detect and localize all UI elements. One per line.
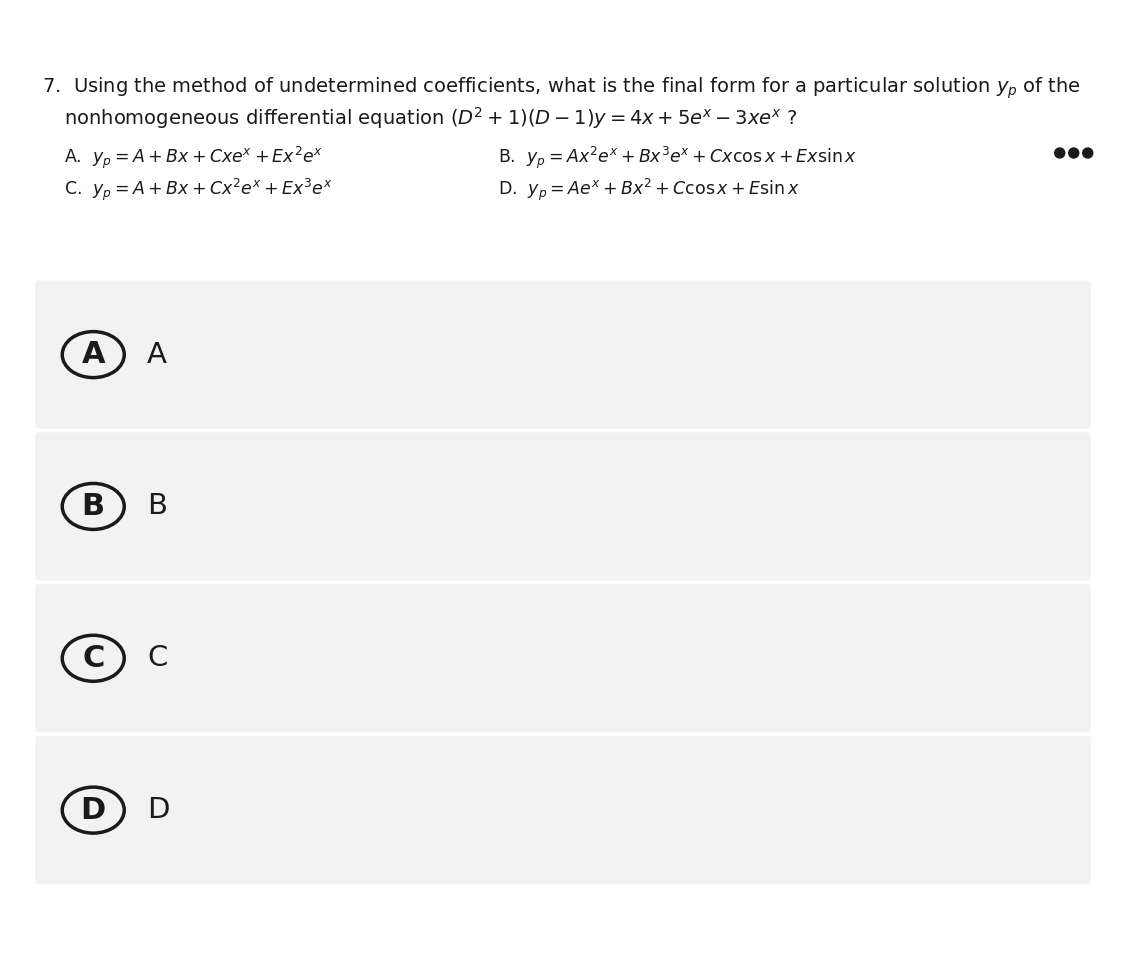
Text: D: D	[147, 796, 170, 825]
FancyBboxPatch shape	[35, 736, 1091, 884]
Circle shape	[1069, 148, 1079, 158]
Text: B: B	[82, 492, 105, 521]
FancyBboxPatch shape	[35, 281, 1091, 429]
FancyBboxPatch shape	[35, 584, 1091, 732]
FancyBboxPatch shape	[35, 432, 1091, 580]
Text: C: C	[82, 644, 105, 673]
Text: nonhomogeneous differential equation $(D^2+1)(D-1)y = 4x + 5e^x - 3xe^x$ ?: nonhomogeneous differential equation $(D…	[64, 105, 798, 131]
Text: B: B	[147, 492, 168, 521]
Text: 7.  Using the method of undetermined coefficients, what is the final form for a : 7. Using the method of undetermined coef…	[42, 75, 1081, 101]
Text: D.  $y_p = Ae^x + Bx^2 + C \cos x + E \sin x$: D. $y_p = Ae^x + Bx^2 + C \cos x + E \si…	[498, 177, 800, 204]
Circle shape	[1055, 148, 1064, 158]
Text: B.  $y_p = Ax^2e^x + Bx^3e^x + Cx \cos x + Ex \sin x$: B. $y_p = Ax^2e^x + Bx^3e^x + Cx \cos x …	[498, 145, 857, 171]
Text: C: C	[147, 644, 168, 673]
Text: A.  $y_p = A + Bx + Cxe^x + Ex^2e^x$: A. $y_p = A + Bx + Cxe^x + Ex^2e^x$	[64, 145, 323, 171]
Text: D: D	[81, 796, 106, 825]
Text: A: A	[147, 340, 168, 369]
Circle shape	[1082, 148, 1092, 158]
Text: C.  $y_p = A + Bx + Cx^2e^x + Ex^3e^x$: C. $y_p = A + Bx + Cx^2e^x + Ex^3e^x$	[64, 177, 332, 204]
Text: A: A	[81, 340, 105, 369]
